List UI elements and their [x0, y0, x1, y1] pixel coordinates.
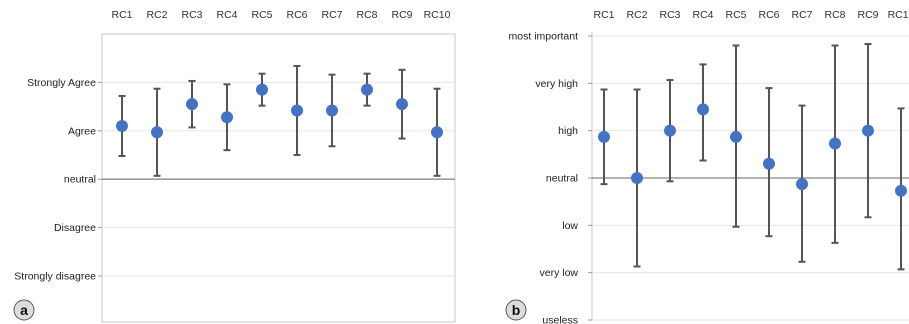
x-category-label: RC5 — [725, 9, 746, 21]
panel-tag-label: a — [20, 302, 28, 318]
y-tick-label: low — [562, 220, 578, 232]
x-category-label: RC1 — [593, 9, 614, 21]
x-category-label: RC4 — [692, 9, 713, 21]
panel-tag: b — [505, 299, 527, 321]
mean-marker — [291, 104, 303, 117]
mean-marker — [763, 157, 775, 170]
panel-b-chart: useless very low low neutral high very high mo… — [505, 9, 909, 324]
mean-marker — [598, 130, 610, 143]
panel-tag-circle — [505, 299, 527, 321]
y-tick-label: useless — [542, 315, 578, 324]
x-category-label: RC1 — [111, 9, 132, 21]
mean-marker — [151, 126, 163, 139]
mean-marker — [361, 83, 373, 96]
mean-marker — [431, 126, 443, 139]
x-category-label: RC6 — [286, 9, 307, 21]
y-tick-label: Agree — [68, 125, 96, 137]
x-category-label: RC8 — [824, 9, 845, 21]
x-category-label: RC10 — [888, 9, 909, 21]
y-tick-label: Strongly disagree — [14, 271, 96, 283]
mean-marker — [396, 98, 408, 111]
mean-marker — [221, 111, 233, 124]
x-category-label: RC9 — [857, 9, 878, 21]
y-tick-label: very high — [535, 78, 578, 90]
x-category-label: RC7 — [791, 9, 812, 21]
mean-marker — [862, 124, 874, 137]
x-category-label: RC5 — [251, 9, 272, 21]
x-category-label: RC3 — [181, 9, 202, 21]
mean-marker — [796, 178, 808, 191]
x-category-label: RC2 — [626, 9, 647, 21]
y-tick-label: most important — [509, 31, 579, 43]
panel-a-chart: Strongly disagree Disagree neutral Agree Str… — [13, 9, 456, 323]
mean-marker — [829, 137, 841, 150]
panel-tag-circle — [13, 299, 35, 321]
mean-marker — [256, 83, 268, 96]
y-tick-label: neutral — [64, 174, 96, 186]
y-tick-label: very low — [539, 267, 578, 279]
y-tick-label: high — [558, 125, 578, 137]
mean-marker — [697, 103, 709, 116]
mean-marker — [730, 130, 742, 143]
mean-marker — [186, 98, 198, 111]
x-category-label: RC8 — [356, 9, 377, 21]
y-tick-label: Disagree — [54, 222, 96, 234]
mean-marker — [895, 184, 907, 197]
x-category-label: RC7 — [321, 9, 342, 21]
panel-tag-label: b — [512, 302, 521, 318]
x-category-label: RC2 — [146, 9, 167, 21]
x-category-label: RC3 — [659, 9, 680, 21]
plot-area-frame — [101, 33, 456, 323]
x-category-label: RC6 — [758, 9, 779, 21]
panel-tag: a — [13, 299, 35, 321]
mean-marker — [116, 119, 128, 132]
mean-marker — [326, 104, 338, 117]
mean-marker — [664, 124, 676, 137]
y-tick-label: Strongly Agree — [27, 77, 96, 89]
mean-marker — [631, 172, 643, 184]
y-tick-label: neutral — [546, 173, 578, 185]
x-category-label: RC4 — [216, 9, 237, 21]
x-category-label: RC9 — [391, 9, 412, 21]
x-category-label: RC10 — [424, 9, 451, 21]
